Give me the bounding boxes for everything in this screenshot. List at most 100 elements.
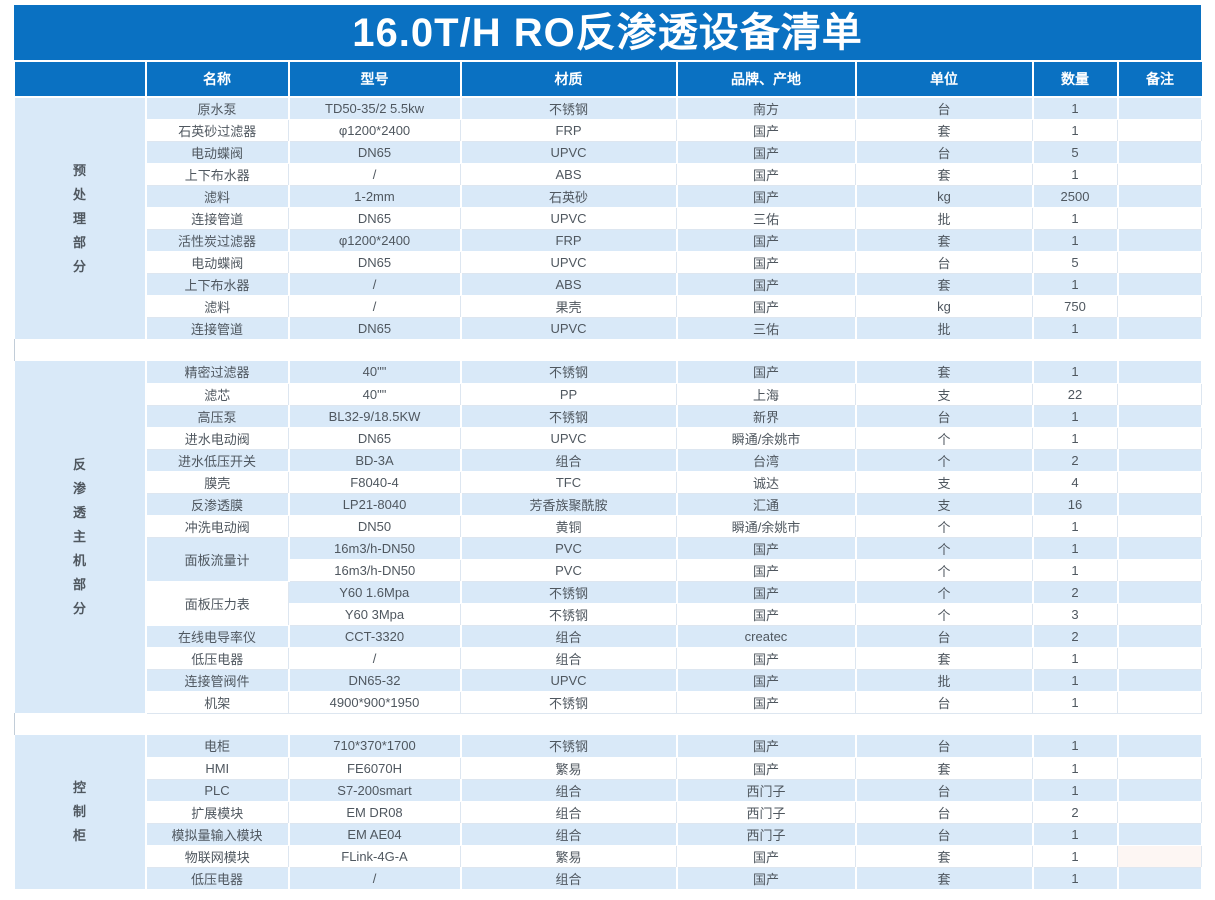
table-row: 膜壳 F8040-4 TFC 诚达支 4 bbox=[15, 471, 1202, 494]
cell-name: 冲洗电动阀 bbox=[145, 515, 289, 538]
cell-model: DN65 bbox=[288, 141, 462, 164]
cell-brand: 国产 bbox=[676, 845, 856, 868]
cell-unit: kg bbox=[855, 185, 1034, 208]
table-row: 模拟量输入模块 EM AE04 组合 西门子台 1 bbox=[15, 823, 1203, 846]
cell-remark bbox=[1117, 515, 1202, 538]
cell-name: PLC bbox=[145, 779, 290, 802]
cell-brand: 国产 bbox=[676, 559, 856, 582]
cell-unit: kg bbox=[855, 295, 1033, 318]
cell-name: 扩展模块 bbox=[145, 801, 289, 824]
cell-unit: 套 bbox=[855, 845, 1033, 868]
cell-remark bbox=[1117, 603, 1202, 626]
cell-name: 反渗透膜 bbox=[145, 493, 290, 516]
cell-qty: 1 bbox=[1032, 845, 1118, 868]
cell-model: F8040-4 bbox=[288, 471, 461, 494]
cell-qty: 1 bbox=[1032, 757, 1118, 780]
table-row: 机架 4900*900*1950 不锈钢 国产台 1 bbox=[15, 691, 1202, 714]
cell-name: 机架 bbox=[145, 691, 289, 714]
cell-name: 上下布水器 bbox=[145, 273, 290, 296]
cell-model: 40"" bbox=[288, 361, 462, 384]
cell-qty: 2500 bbox=[1032, 185, 1119, 208]
cell-model: DN65 bbox=[288, 317, 462, 340]
table-row: 预处理部分原水泵 TD50-35/2 5.5kw 不锈钢 南方台 1 bbox=[14, 97, 1203, 339]
cell-material: 不锈钢 bbox=[460, 691, 677, 714]
table-header: 名称 型号 材质 品牌、产地 单位 数量 备注 bbox=[14, 62, 1202, 98]
cell-unit: 个 bbox=[855, 581, 1034, 604]
cell-unit: 套 bbox=[855, 361, 1034, 384]
cell-brand: 国产 bbox=[676, 867, 857, 890]
cell-unit: 支 bbox=[855, 383, 1033, 406]
cell-material: 繁易 bbox=[460, 757, 677, 780]
cell-material: PVC bbox=[460, 537, 678, 560]
cell-model: DN65 bbox=[288, 207, 461, 230]
cell-qty: 1 bbox=[1032, 515, 1118, 538]
section-label: 控制柜 bbox=[14, 735, 147, 889]
cell-unit: 套 bbox=[855, 647, 1033, 670]
cell-qty: 1 bbox=[1032, 273, 1119, 296]
table-row: 低压电器 / 组合 国产套 1 bbox=[15, 647, 1202, 670]
cell-material: 组合 bbox=[460, 867, 678, 890]
cell-brand: 国产 bbox=[676, 361, 857, 384]
cell-brand: 国产 bbox=[676, 603, 856, 626]
cell-remark bbox=[1117, 317, 1203, 340]
cell-brand: 新界 bbox=[676, 405, 857, 428]
cell-model: S7-200smart bbox=[288, 779, 462, 802]
table-row: 连接管道 DN65 UPVC 三佑批 1 bbox=[15, 207, 1202, 230]
table-row: 上下布水器 / ABS 国产套 1 bbox=[15, 273, 1203, 296]
table-row: 冲洗电动阀 DN50 黄铜 瞬通/余姚市个 1 bbox=[15, 515, 1202, 538]
cell-remark bbox=[1117, 273, 1203, 296]
cell-model: 16m3/h-DN50 bbox=[288, 537, 462, 560]
cell-name: 低压电器 bbox=[145, 867, 290, 890]
cell-material: UPVC bbox=[460, 141, 678, 164]
cell-model: Y60 1.6Mpa bbox=[288, 581, 462, 604]
cell-material: 组合 bbox=[460, 449, 678, 472]
table-row: 电动蝶阀 DN65 UPVC 国产台 5 bbox=[15, 251, 1202, 274]
cell-qty: 1 bbox=[1032, 427, 1118, 450]
cell-brand: 国产 bbox=[676, 537, 857, 560]
cell-remark bbox=[1117, 559, 1202, 582]
cell-model: 4900*900*1950 bbox=[288, 691, 461, 714]
cell-material: 不锈钢 bbox=[460, 603, 677, 626]
cell-brand: 台湾 bbox=[676, 449, 857, 472]
cell-unit: 个 bbox=[855, 449, 1034, 472]
cell-remark bbox=[1117, 669, 1203, 692]
cell-unit: 个 bbox=[855, 427, 1033, 450]
cell-remark bbox=[1117, 471, 1202, 494]
cell-qty: 1 bbox=[1032, 405, 1119, 428]
cell-material: 芳香族聚酰胺 bbox=[460, 493, 678, 516]
cell-name: 面板压力表 bbox=[145, 581, 289, 626]
cell-name: 滤芯 bbox=[145, 383, 289, 406]
cell-remark bbox=[1117, 119, 1202, 142]
cell-material: UPVC bbox=[460, 427, 677, 450]
col-header-remark: 备注 bbox=[1117, 62, 1202, 98]
cell-remark bbox=[1117, 581, 1203, 604]
cell-qty: 1 bbox=[1032, 207, 1118, 230]
cell-qty: 1 bbox=[1032, 647, 1118, 670]
cell-qty: 1 bbox=[1032, 779, 1119, 802]
cell-brand: 国产 bbox=[676, 229, 857, 252]
cell-name: 电动蝶阀 bbox=[145, 141, 290, 164]
section-gap-row bbox=[14, 339, 1202, 361]
cell-material: FRP bbox=[460, 229, 678, 252]
cell-remark bbox=[1117, 691, 1202, 714]
cell-brand: 三佑 bbox=[676, 317, 857, 340]
cell-material: 不锈钢 bbox=[460, 735, 678, 758]
cell-unit: 台 bbox=[855, 625, 1034, 648]
cell-name: 连接管道 bbox=[145, 317, 290, 340]
cell-model: / bbox=[288, 295, 461, 318]
table-row: 连接管阀件 DN65-32 UPVC 国产批 1 bbox=[15, 669, 1203, 692]
cell-remark bbox=[1117, 251, 1202, 274]
cell-name: 进水低压开关 bbox=[145, 449, 290, 472]
cell-brand: 南方 bbox=[676, 97, 857, 120]
cell-qty: 2 bbox=[1032, 581, 1119, 604]
cell-qty: 1 bbox=[1032, 735, 1119, 758]
cell-unit: 套 bbox=[855, 119, 1033, 142]
cell-brand: 国产 bbox=[676, 273, 857, 296]
cell-unit: 套 bbox=[855, 229, 1034, 252]
cell-material: FRP bbox=[460, 119, 677, 142]
cell-unit: 个 bbox=[855, 603, 1033, 626]
cell-name: 模拟量输入模块 bbox=[145, 823, 290, 846]
cell-qty: 1 bbox=[1032, 559, 1118, 582]
cell-brand: 瞬通/余姚市 bbox=[676, 515, 856, 538]
cell-unit: 批 bbox=[855, 207, 1033, 230]
